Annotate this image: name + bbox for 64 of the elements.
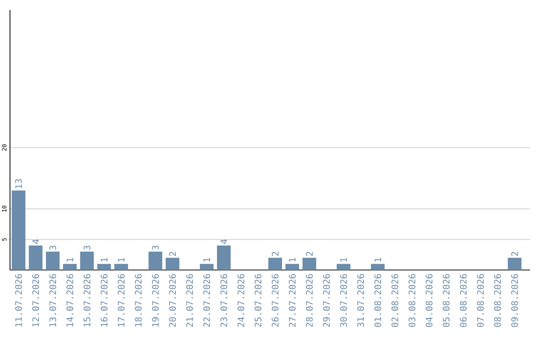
bar — [200, 264, 214, 270]
x-tick-label: 25.07.2026 — [254, 274, 262, 327]
x-tick-label: 18.07.2026 — [134, 274, 142, 326]
bar — [28, 246, 42, 270]
data-label: 2 — [272, 252, 278, 256]
x-tick-label: 22.07.2026 — [203, 274, 210, 327]
x-tick-label: 29.07.2026 — [323, 274, 330, 327]
x-tick-label: 14.07.2026 — [66, 274, 74, 326]
x-tick-label: 06.08.2026 — [460, 274, 467, 327]
x-tick-label: 26.07.2026 — [272, 274, 279, 327]
bar — [97, 264, 111, 270]
x-tick-label: 20.07.2026 — [169, 274, 176, 327]
bar — [148, 252, 162, 270]
x-tick-label: 28.07.2026 — [306, 274, 313, 327]
x-tick-label: 16.07.2026 — [100, 274, 108, 326]
x-tick-label: 31.07.2026 — [357, 274, 364, 327]
data-label: 1 — [203, 258, 210, 262]
x-tick-label: 03.08.2026 — [408, 274, 416, 327]
data-label: 1 — [374, 258, 382, 262]
data-label: 3 — [49, 246, 56, 250]
bar — [114, 264, 128, 270]
data-label: 2 — [511, 252, 518, 256]
bar — [370, 264, 385, 270]
x-tick-label: 30.07.2026 — [340, 274, 347, 327]
bar — [336, 264, 350, 270]
data-label: 3 — [84, 246, 90, 250]
x-tick-label: 15.07.2026 — [84, 274, 90, 326]
data-label: 3 — [152, 246, 159, 250]
bar — [12, 190, 26, 270]
data-label: 1 — [66, 258, 74, 262]
x-tick-label: 19.07.2026 — [152, 274, 159, 326]
bar — [302, 258, 316, 270]
bar — [63, 264, 77, 270]
x-tick-label: 24.07.2026 — [238, 274, 244, 327]
data-label: 4 — [32, 239, 39, 244]
x-tick-label: 11.07.2026 — [15, 274, 22, 326]
x-tick-label: 09.08.2026 — [511, 274, 518, 327]
x-tick-label: 17.07.2026 — [118, 274, 125, 326]
data-label: 1 — [118, 258, 124, 262]
x-tick-label: 02.08.2026 — [391, 274, 398, 327]
x-tick-label: 07.08.2026 — [477, 274, 484, 327]
bar — [508, 258, 522, 270]
bar — [216, 246, 231, 270]
data-label: 1 — [288, 258, 296, 262]
x-tick-label: 27.07.2026 — [288, 274, 296, 327]
data-label: 13 — [15, 179, 22, 188]
data-label: 1 — [340, 258, 347, 262]
bar — [166, 258, 180, 270]
x-tick-label: 12.07.2026 — [32, 274, 40, 326]
data-label: 2 — [306, 252, 313, 256]
bar — [80, 252, 94, 270]
x-tick-label: 04.08.2026 — [426, 274, 432, 327]
x-tick-label: 13.07.2026 — [49, 274, 56, 326]
x-tick-label: 05.08.2026 — [442, 274, 450, 327]
bar — [268, 258, 282, 270]
x-tick-label: 08.08.2026 — [494, 274, 501, 327]
data-label: 1 — [100, 258, 108, 262]
x-tick-label: 23.07.2026 — [220, 274, 228, 327]
data-label: 4 — [220, 239, 228, 244]
bar — [285, 264, 300, 270]
data-label: 2 — [169, 252, 176, 256]
x-tick-label: 21.07.2026 — [186, 274, 193, 327]
x-tick-label: 01.08.2026 — [374, 274, 382, 327]
bar — [46, 252, 60, 270]
